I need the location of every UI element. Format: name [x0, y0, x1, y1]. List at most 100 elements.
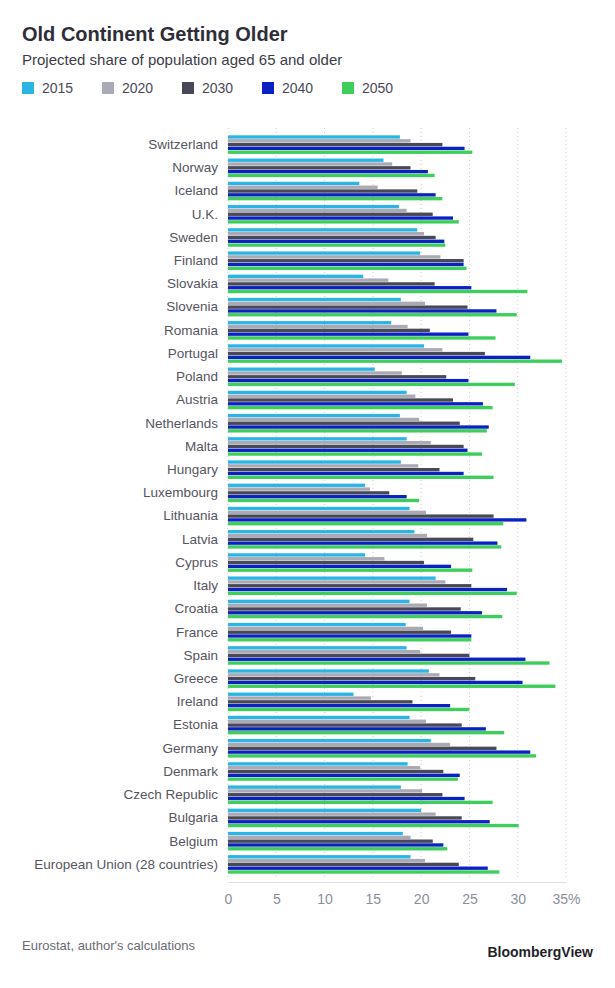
bar: [228, 766, 420, 769]
x-tick-label: 10: [317, 891, 333, 907]
legend: 20152020203020402050: [22, 80, 393, 96]
bar: [228, 638, 471, 641]
bar: [228, 739, 431, 742]
y-tick-label: Romania: [164, 323, 219, 338]
bar: [228, 236, 436, 239]
bar: [228, 708, 469, 711]
bar: [228, 414, 400, 417]
bar: [228, 576, 436, 579]
bar: [228, 600, 410, 603]
bar: [228, 406, 493, 409]
bar: [228, 809, 421, 812]
bar: [228, 275, 363, 278]
bar: [228, 251, 420, 254]
legend-label: 2020: [122, 80, 153, 96]
bar: [228, 298, 401, 301]
y-tick: Norway: [172, 160, 218, 175]
bar: [228, 720, 426, 723]
legend-label: 2015: [42, 80, 73, 96]
bar: [228, 166, 411, 169]
bar: [228, 623, 406, 626]
bar: [228, 661, 550, 664]
x-axis-line: [229, 882, 567, 883]
y-tick: Greece: [174, 671, 218, 686]
bar: [228, 530, 414, 533]
bar: [228, 402, 483, 405]
y-tick-label: Slovakia: [167, 276, 219, 291]
bar: [228, 514, 494, 517]
bar: [228, 379, 468, 382]
bar: [228, 398, 453, 401]
x-tick: 0: [225, 882, 233, 907]
y-tick: Croatia: [174, 601, 218, 616]
subtitle: Projected share of population aged 65 an…: [22, 51, 342, 68]
bar: [228, 344, 424, 347]
bar: [228, 286, 471, 289]
y-tick-label: France: [176, 625, 218, 640]
y-tick-label: Estonia: [173, 717, 219, 732]
bar: [228, 588, 507, 591]
x-tick: 20: [414, 882, 430, 907]
y-tick: U.K.: [192, 207, 218, 222]
y-tick: Romania: [164, 323, 219, 338]
y-tick-label: Lithuania: [163, 508, 218, 523]
y-tick: Switzerland: [148, 137, 218, 152]
bar: [228, 495, 407, 498]
bar: [228, 693, 354, 696]
bar: [228, 220, 459, 223]
x-tick: 10: [317, 882, 333, 907]
y-tick: Bulgaria: [168, 810, 218, 825]
x-tick: 5: [273, 882, 281, 907]
y-tick-label: Iceland: [174, 183, 218, 198]
y-tick: Czech Republic: [123, 787, 218, 802]
bar: [228, 634, 471, 637]
bar: [228, 282, 435, 285]
grid-line: [566, 128, 567, 880]
bar: [228, 329, 430, 332]
bar: [228, 135, 400, 138]
bar: [228, 305, 467, 308]
bar: [228, 700, 412, 703]
bar: [228, 518, 526, 521]
legend-swatch: [182, 82, 194, 94]
legend-swatch: [22, 82, 34, 94]
bar: [228, 395, 415, 398]
bar: [228, 445, 464, 448]
legend-label: 2030: [202, 80, 233, 96]
bar-series: [228, 143, 496, 866]
bar: [228, 607, 461, 610]
y-tick-label: Austria: [176, 392, 219, 407]
y-tick-label: Portugal: [168, 346, 218, 361]
bar: [228, 584, 471, 587]
y-tick-label: Sweden: [169, 230, 218, 245]
bar: [228, 855, 411, 858]
bar: [228, 847, 447, 850]
y-tick: Belgium: [169, 833, 218, 848]
legend-swatch: [342, 82, 354, 94]
bar: [228, 812, 436, 815]
y-tick: Malta: [185, 439, 219, 454]
bar: [228, 646, 407, 649]
bar: [228, 611, 482, 614]
bar: [228, 615, 502, 618]
y-tick: Lithuania: [163, 508, 218, 523]
credit: BloombergView: [487, 944, 593, 960]
bar: [228, 747, 496, 750]
bar: [228, 750, 530, 753]
bar: [228, 259, 464, 262]
bar: [228, 228, 417, 231]
bar: [228, 832, 403, 835]
bar: [228, 332, 468, 335]
bar: [228, 561, 424, 564]
bar: [228, 391, 407, 394]
legend-label: 2050: [362, 80, 393, 96]
y-tick: Iceland: [174, 183, 218, 198]
y-tick-label: Netherlands: [145, 416, 218, 431]
bar: [228, 545, 501, 548]
bar: [228, 313, 517, 316]
y-tick: Sweden: [169, 230, 218, 245]
bar: [228, 375, 446, 378]
bar: [228, 449, 467, 452]
bar: [228, 762, 408, 765]
bar-series: [228, 139, 450, 862]
